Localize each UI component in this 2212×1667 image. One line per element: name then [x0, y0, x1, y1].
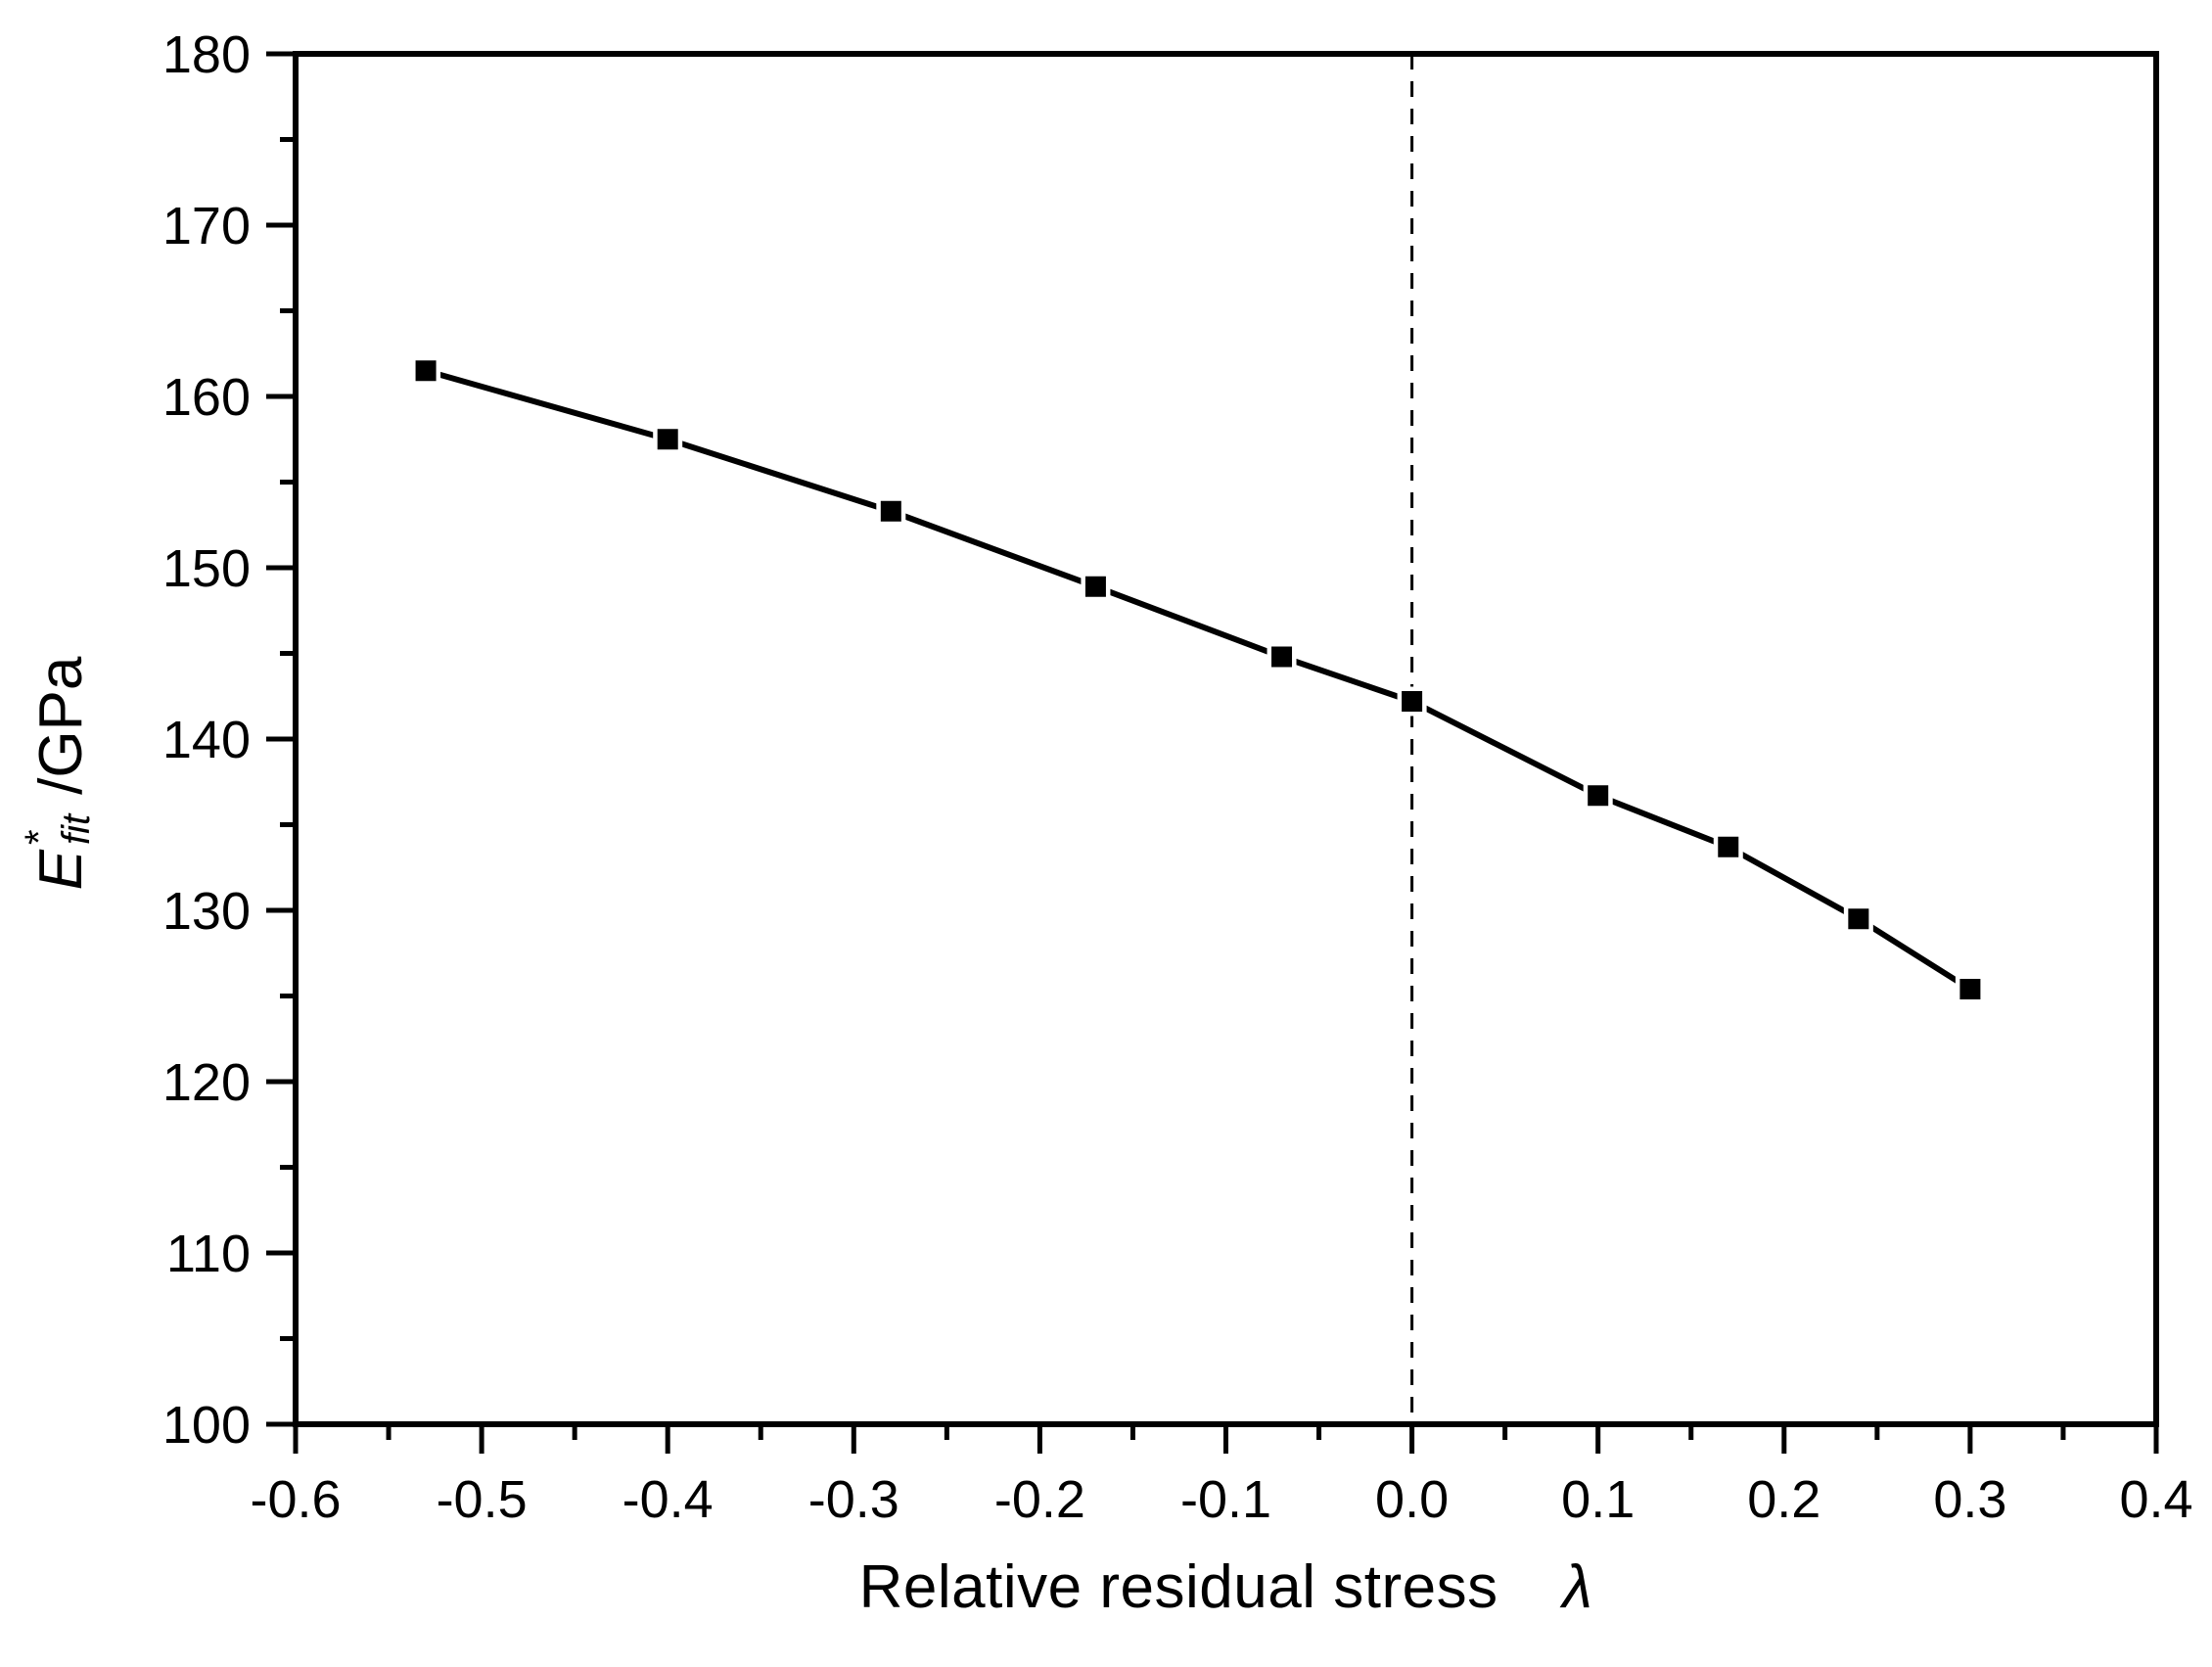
data-series-line — [425, 367, 1972, 993]
x-axis-title: Relative residual stress λ — [296, 1552, 2156, 1622]
x-tick-label: 0.2 — [1747, 1470, 1820, 1529]
data-point-marker — [1718, 836, 1739, 857]
data-point-marker — [1271, 646, 1293, 668]
x-axis-title-text: Relative residual stress — [858, 1553, 1498, 1621]
data-point-marker — [1084, 576, 1106, 597]
x-tick-label: -0.3 — [808, 1470, 899, 1529]
plot-box — [293, 51, 2159, 1427]
x-tick-label: -0.1 — [1180, 1470, 1271, 1529]
y-axis-superscript: * — [17, 829, 61, 846]
x-tick-label: -0.4 — [622, 1470, 714, 1529]
x-tick-label: 0.1 — [1561, 1470, 1635, 1529]
y-axis-unit: /GPa — [27, 656, 96, 795]
data-point-marker — [1588, 785, 1609, 807]
data-point-marker — [657, 429, 678, 450]
y-axis-supsub: * fit — [17, 813, 98, 846]
y-axis-title: E * fit/GPa — [18, 656, 103, 891]
y-tick-label: 120 — [162, 1053, 251, 1112]
lambda-symbol: λ — [1562, 1553, 1593, 1621]
x-tick-label: 0.3 — [1933, 1470, 2006, 1529]
y-tick-label: 170 — [162, 197, 251, 255]
x-tick-label: -0.6 — [250, 1470, 341, 1529]
x-tick-label: 0.0 — [1375, 1470, 1449, 1529]
x-tick-label: 0.4 — [2119, 1470, 2192, 1529]
y-tick-label: 140 — [162, 711, 251, 769]
y-tick-label: 130 — [162, 882, 251, 941]
y-tick-label: 160 — [162, 368, 251, 427]
data-point-marker — [1848, 908, 1869, 930]
data-point-marker — [1959, 979, 1981, 999]
data-point-marker — [880, 500, 901, 522]
x-tick-label: -0.2 — [994, 1470, 1085, 1529]
y-tick-label: 150 — [162, 539, 251, 598]
y-axis-subscript: fit — [54, 813, 98, 846]
data-point-marker — [415, 360, 437, 382]
y-tick-label: 180 — [162, 25, 251, 84]
y-axis-symbol: E — [27, 850, 96, 891]
x-tick-label: -0.5 — [437, 1470, 528, 1529]
y-tick-label: 110 — [166, 1225, 251, 1283]
y-tick-label: 100 — [162, 1396, 251, 1455]
data-point-marker — [1402, 691, 1423, 712]
